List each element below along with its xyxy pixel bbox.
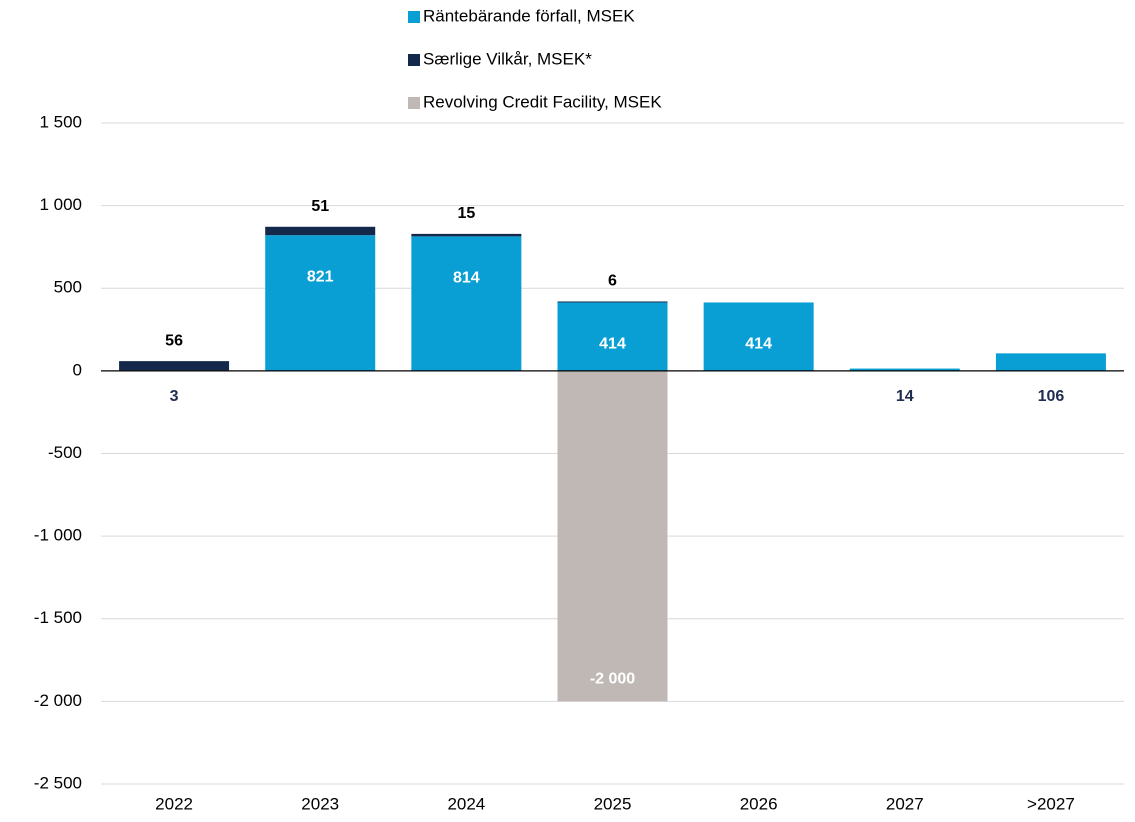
data-label: 51 — [311, 198, 329, 215]
bar — [119, 361, 230, 371]
x-tick-label: >2027 — [1027, 794, 1075, 813]
bar — [411, 236, 522, 371]
x-tick-label: 2027 — [886, 794, 924, 813]
bar — [557, 370, 668, 702]
data-label: 15 — [457, 205, 475, 222]
y-tick-label: -2 500 — [34, 773, 82, 792]
legend-label: Revolving Credit Facility, MSEK — [423, 92, 662, 111]
bar — [557, 301, 668, 303]
bar — [849, 368, 960, 371]
x-tick-label: 2026 — [740, 794, 778, 813]
legend-swatch — [408, 54, 420, 66]
data-label: 414 — [745, 336, 772, 353]
bar — [703, 302, 814, 371]
legend-label: Räntebärande förfall, MSEK — [423, 6, 635, 25]
legend-swatch — [408, 97, 420, 109]
data-label: 14 — [896, 388, 914, 405]
data-label: 821 — [307, 268, 334, 285]
data-label: 814 — [453, 270, 480, 287]
bar — [265, 226, 376, 236]
x-tick-label: 2022 — [155, 794, 193, 813]
bar — [411, 233, 522, 237]
y-tick-label: -500 — [48, 443, 82, 462]
x-tick-label: 2025 — [594, 794, 632, 813]
y-tick-label: 0 — [73, 360, 82, 379]
bar — [995, 353, 1106, 371]
legend-swatch — [408, 11, 420, 23]
y-tick-label: -2 000 — [34, 691, 82, 710]
data-label: -2 000 — [590, 671, 635, 688]
y-tick-label: -1 000 — [34, 526, 82, 545]
y-tick-label: 1 000 — [39, 195, 82, 214]
y-tick-label: 1 500 — [39, 112, 82, 131]
x-tick-label: 2023 — [301, 794, 339, 813]
data-label: 56 — [165, 332, 183, 349]
data-label: 3 — [170, 388, 179, 405]
y-tick-label: -1 500 — [34, 608, 82, 627]
data-label: 6 — [608, 273, 617, 290]
data-label: 106 — [1038, 388, 1065, 405]
bar — [265, 235, 376, 371]
data-label: 414 — [599, 336, 626, 353]
bar — [557, 302, 668, 371]
legend-label: Særlige Vilkår, MSEK* — [423, 49, 592, 68]
x-tick-label: 2024 — [447, 794, 485, 813]
y-tick-label: 500 — [54, 278, 82, 297]
